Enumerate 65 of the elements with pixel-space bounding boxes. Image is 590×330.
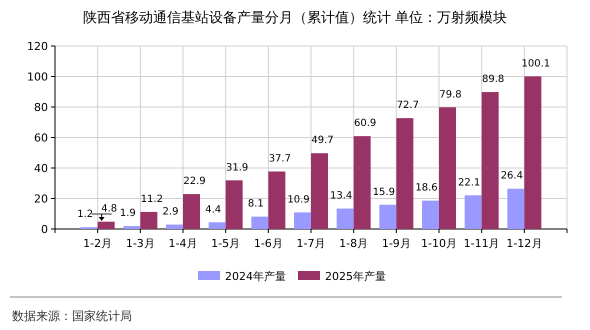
data-label: 15.9 xyxy=(372,186,395,198)
x-tick-label: 1-12月 xyxy=(506,237,542,250)
data-label: 100.1 xyxy=(522,58,550,70)
bar xyxy=(140,212,158,229)
bar xyxy=(226,180,243,229)
data-label: 60.9 xyxy=(354,118,376,130)
x-tick-label: 1-6月 xyxy=(254,237,283,250)
data-label: 26.4 xyxy=(500,170,523,182)
bar xyxy=(379,204,396,229)
bar xyxy=(166,224,183,229)
data-label: 18.6 xyxy=(415,182,438,194)
x-tick-label: 1-5月 xyxy=(211,237,240,250)
bar xyxy=(507,188,524,229)
bar xyxy=(439,107,456,229)
bar xyxy=(123,226,140,229)
bar xyxy=(268,172,286,229)
data-label: 13.4 xyxy=(330,190,352,202)
x-tick-label: 1-8月 xyxy=(339,237,368,250)
y-tick-label: 100 xyxy=(27,70,48,84)
x-tick-label: 1-4月 xyxy=(168,237,198,250)
bar xyxy=(422,200,439,229)
bar xyxy=(524,76,542,229)
x-tick-label: 1-3月 xyxy=(126,237,155,250)
bar xyxy=(354,136,371,229)
x-tick-label: 1-10月 xyxy=(421,237,457,250)
x-tick-label: 1-9月 xyxy=(382,237,411,250)
data-label: 49.7 xyxy=(311,135,334,146)
y-tick-label: 20 xyxy=(34,192,48,206)
data-label: 79.8 xyxy=(439,89,462,100)
data-label: 22.9 xyxy=(183,176,206,188)
bar xyxy=(251,216,268,229)
data-label: 1.2 xyxy=(77,209,94,220)
legend-label: 2025年产量 xyxy=(325,270,386,283)
chart-title: 陕西省移动通信基站设备产量分月（累计值）统计 单位：万射频模块 xyxy=(82,10,508,26)
data-label: 4.4 xyxy=(205,204,222,216)
data-label: 8.1 xyxy=(248,198,264,210)
y-tick-label: 0 xyxy=(41,223,48,236)
data-label: 1.9 xyxy=(120,208,136,220)
data-label: 4.8 xyxy=(101,204,118,215)
bar xyxy=(336,208,354,229)
bar xyxy=(294,212,311,229)
x-tick-label: 1-7月 xyxy=(296,237,326,250)
x-tick-label: 1-2月 xyxy=(83,237,112,250)
bar xyxy=(183,194,200,229)
bar xyxy=(208,222,226,229)
data-label: 31.9 xyxy=(226,162,248,174)
bar xyxy=(98,222,115,229)
data-label: 89.8 xyxy=(482,74,504,86)
x-tick-label: 1-11月 xyxy=(464,237,500,250)
y-tick-label: 120 xyxy=(27,40,48,53)
bar xyxy=(396,118,414,229)
data-label: 10.9 xyxy=(287,194,310,206)
data-label: 37.7 xyxy=(268,154,291,165)
data-label: 2.9 xyxy=(162,206,178,218)
y-tick-label: 60 xyxy=(34,132,48,144)
bar xyxy=(482,92,499,229)
y-tick-label: 80 xyxy=(34,101,48,114)
legend-label: 2024年产量 xyxy=(225,270,286,283)
bar xyxy=(311,153,328,229)
data-label: 22.1 xyxy=(458,177,480,188)
y-tick-label: 40 xyxy=(34,162,48,175)
bar xyxy=(464,195,482,229)
data-label: 11.2 xyxy=(140,194,163,205)
source-note: 数据来源：国家统计局 xyxy=(12,309,132,323)
data-label: 72.7 xyxy=(396,100,419,112)
